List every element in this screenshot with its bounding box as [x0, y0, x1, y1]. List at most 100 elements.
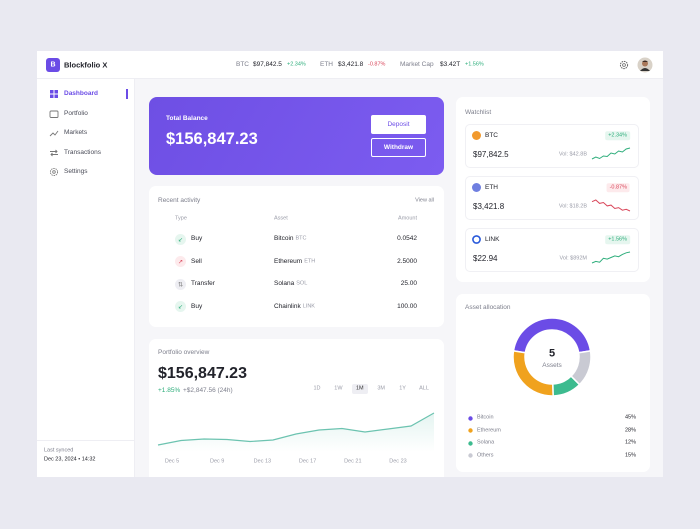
- range-button[interactable]: ALL: [419, 385, 429, 392]
- range-button[interactable]: 1Y: [399, 385, 406, 392]
- icon-bg: [175, 278, 186, 290]
- sync-time: Dec 23, 2024 • 14:32: [44, 456, 96, 463]
- icon-part: [49, 110, 59, 118]
- legend-name: Bitcoin: [477, 414, 494, 421]
- ticker-price: $3.42T: [440, 60, 461, 68]
- type-icon: ↗: [175, 256, 186, 267]
- icon-part: [54, 94, 58, 98]
- x-date-label: Dec 9: [210, 458, 225, 465]
- portfolio-change-abs: +$2,847.56 (24h): [183, 386, 233, 394]
- nav-icon: [49, 130, 59, 137]
- sparkline-line: [591, 147, 631, 160]
- active-indicator: [126, 89, 128, 99]
- sparkline: [591, 199, 631, 212]
- icon-part: [49, 130, 59, 137]
- nav-icon: [50, 90, 58, 98]
- watch-volume: Vol: $18.2B: [558, 203, 587, 210]
- type-icon: ↙: [175, 301, 186, 312]
- icon-part: [54, 90, 58, 94]
- watchlist-title: Watchlist: [465, 108, 492, 116]
- activity-symbol: BTC: [295, 235, 307, 242]
- legend-swatch: [468, 440, 473, 446]
- balance-amount: $156,847.23: [166, 129, 258, 148]
- range-button[interactable]: 1M: [355, 385, 364, 392]
- watch-price: $3,421.8: [473, 201, 505, 211]
- icon-part: [50, 90, 54, 94]
- logo[interactable]: [46, 58, 60, 72]
- watch-price: $22.94: [473, 253, 498, 263]
- allocation-donut: [512, 317, 592, 397]
- legend-dot: [468, 415, 473, 421]
- settings-icon[interactable]: [619, 60, 629, 70]
- donut-segment: [512, 350, 554, 397]
- legend-dot: [468, 428, 473, 433]
- asset-count-label: Assets: [542, 361, 562, 369]
- watch-price: $97,842.5: [473, 149, 509, 159]
- range-button[interactable]: 1W: [334, 385, 343, 392]
- top-bar: [37, 51, 663, 79]
- icon-glyph: ↙: [178, 305, 183, 311]
- nav-item[interactable]: Dashboard: [64, 89, 98, 97]
- activity-asset: Chainlink: [274, 302, 301, 310]
- nav-icon: [50, 149, 58, 156]
- sidebar: [37, 79, 135, 477]
- legend-dot: [468, 453, 473, 458]
- asset-count: 5: [548, 347, 556, 360]
- coin-icon: [472, 183, 481, 192]
- nav-item[interactable]: Settings: [64, 167, 88, 175]
- ticker-change: +1.56%: [465, 61, 484, 68]
- watch-item[interactable]: [465, 124, 639, 168]
- legend-swatch: [468, 415, 473, 421]
- icon-bg: [175, 256, 186, 267]
- sparkline-line: [591, 199, 631, 212]
- x-date-label: Dec 17: [298, 458, 317, 465]
- activity-amount: 2.5000: [397, 257, 417, 265]
- ticker-symbol: Market Cap: [400, 60, 434, 68]
- range-button[interactable]: 3M: [377, 385, 386, 392]
- ticker-symbol: BTC: [236, 60, 249, 68]
- activity-symbol: ETH: [304, 257, 316, 264]
- watch-item[interactable]: [465, 176, 639, 220]
- ticker-price: $97,842.5: [253, 60, 282, 68]
- ticker-change: -0.87%: [368, 61, 386, 68]
- watch-item[interactable]: [465, 228, 639, 272]
- balance-title: Total Balance: [166, 114, 208, 122]
- deposit-button[interactable]: [371, 115, 426, 134]
- legend-dot: [468, 440, 473, 446]
- change-badge: -0.87%: [606, 182, 630, 193]
- withdraw-button[interactable]: [371, 138, 426, 157]
- sync-label: Last synced: [44, 447, 74, 454]
- legend-name: Others: [477, 451, 494, 458]
- ticker-price: $3,421.8: [338, 60, 364, 68]
- user-avatar[interactable]: [637, 57, 653, 73]
- type-icon: ⇅: [175, 278, 186, 290]
- nav-icon: [49, 110, 59, 118]
- range-button[interactable]: 1D: [313, 385, 321, 392]
- column-header: Asset: [274, 215, 288, 222]
- view-all-link[interactable]: View all: [415, 197, 434, 204]
- nav-item[interactable]: Transactions: [64, 148, 101, 156]
- legend-name: Solana: [477, 439, 495, 446]
- nav-item[interactable]: Markets: [64, 128, 88, 136]
- icon-part: [50, 149, 58, 156]
- nav-item[interactable]: Portfolio: [64, 109, 88, 117]
- balance-card: [149, 97, 444, 175]
- coin: [472, 183, 481, 192]
- coin-icon: [472, 235, 481, 244]
- activity-amount: 0.0542: [397, 234, 417, 242]
- activity-amount: 100.00: [397, 302, 417, 310]
- activity-symbol: LINK: [302, 302, 315, 309]
- sparkline: [591, 147, 631, 160]
- column-header: Amount: [398, 215, 417, 222]
- legend-swatch: [468, 453, 473, 458]
- portfolio-card: [149, 339, 444, 477]
- activity-type: Buy: [191, 302, 203, 310]
- nav-icon: [49, 167, 59, 177]
- portfolio-title: Portfolio overview: [158, 348, 210, 356]
- portfolio-change: +1.85%: [158, 386, 181, 394]
- watch-symbol: ETH: [485, 183, 498, 191]
- coin-icon: [472, 131, 481, 140]
- icon-part: [50, 94, 54, 98]
- sidebar-divider: [37, 440, 135, 441]
